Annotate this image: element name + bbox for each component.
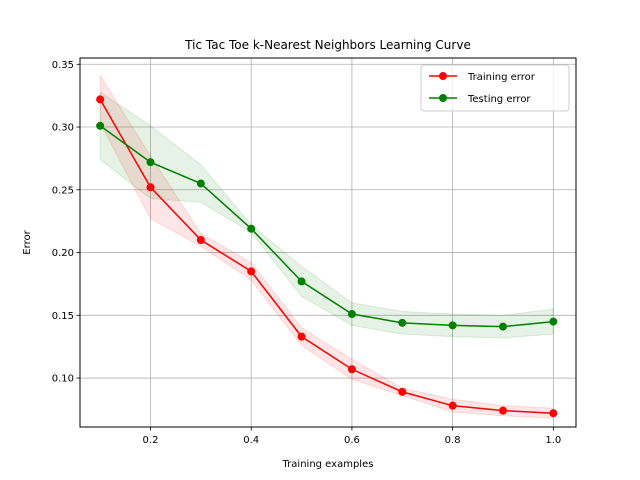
grid [80,58,576,427]
training-error-point [347,365,356,374]
x-tick-label: 0.6 [344,435,360,446]
training-error-line [99,99,554,414]
training-error-point [196,235,205,244]
training-error-point [549,409,558,418]
error-bands [99,73,554,419]
x-tick-label: 1.0 [545,435,561,446]
series-points [96,95,558,418]
x-tick-label: 0.2 [143,435,159,446]
training-error-point [498,406,507,415]
legend-box [420,64,570,112]
y-tick-label: 0.35 [52,60,74,71]
x-tick-label: 0.8 [445,435,461,446]
testing-error-point [196,179,205,188]
training-error-point [247,267,256,276]
training-error-point [96,95,105,104]
testing-error-point [96,121,105,130]
testing-error-point [498,322,507,331]
training-error-point [398,387,407,396]
x-axis-label: Training examples [282,459,374,470]
x-tick-label: 0.4 [243,435,259,446]
legend-training-error-label: Training error [467,72,536,83]
legend-training-error-marker [439,72,447,80]
training-error-point [146,183,155,192]
testing-error-band [99,90,554,339]
testing-error-point [247,224,256,233]
chart-title: Tic Tac Toe k-Nearest Neighbors Learning… [184,38,471,52]
training-error-band [99,73,554,419]
y-axis-ticks: 0.10 0.15 0.20 0.25 0.30 0.35 [52,60,80,385]
legend-testing-error-marker [439,94,447,102]
legend: Training error Testing error [420,64,570,112]
y-tick-label: 0.15 [52,311,74,322]
testing-error-point [398,318,407,327]
testing-error-line [99,125,554,328]
testing-error-point [297,277,306,286]
y-tick-label: 0.10 [52,374,74,385]
y-tick-label: 0.25 [52,185,74,196]
x-axis-ticks: 0.2 0.4 0.6 0.8 1.0 [143,427,561,446]
series-lines [99,99,554,414]
testing-error-point [448,321,457,330]
testing-error-point [549,317,558,326]
y-tick-label: 0.20 [52,248,74,259]
testing-error-point [347,310,356,319]
training-error-point [297,332,306,341]
legend-testing-error-label: Testing error [467,94,531,105]
plot-frame [79,57,577,428]
training-error-point [448,401,457,410]
y-tick-label: 0.30 [52,123,74,134]
y-axis-label: Error [22,229,33,254]
testing-error-point [146,158,155,167]
